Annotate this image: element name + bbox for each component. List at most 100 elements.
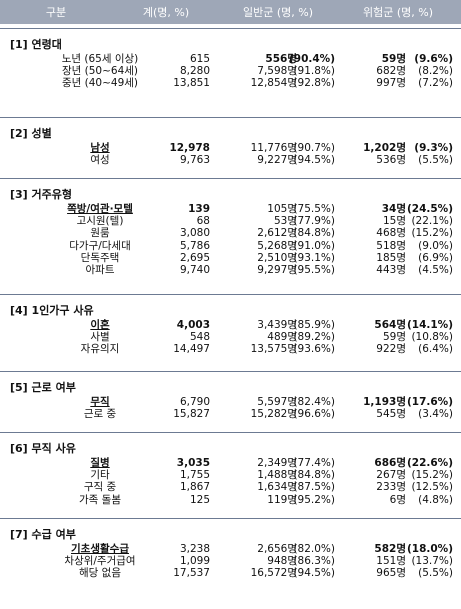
general-percent: (89.2%)	[293, 331, 335, 344]
row-label: 질병	[90, 457, 110, 469]
table-header: 구분 계(명, %) 일반군 (명, %) 위험군 (명, %)	[0, 0, 461, 24]
risk-percent: (13.7%)	[411, 555, 453, 568]
general-count: 13,575명	[250, 343, 297, 356]
risk-percent: (3.4%)	[418, 408, 453, 421]
table-row: 다가구/다세대 5,786 5,268명 (91.0%) 518명 (9.0%)	[0, 240, 461, 252]
general-percent: (77.9%)	[293, 215, 335, 228]
risk-count: 536명	[376, 154, 406, 167]
table-row: 무직 6,790 5,597명 (82.4%) 1,193명 (17.6%)	[0, 396, 461, 408]
total-count: 139	[188, 203, 210, 215]
risk-count: 1,193명	[363, 396, 406, 408]
row-label: 이혼	[90, 319, 110, 331]
total-count: 2,695	[179, 251, 210, 264]
general-percent: (82.4%)	[293, 396, 335, 408]
table-row: 단독주택 2,695 2,510명 (93.1%) 185명 (6.9%)	[0, 252, 461, 264]
table-row: 장년 (50~64세) 8,280 7,598명 (91.8%) 682명 (8.2%)	[0, 65, 461, 77]
general-count: 3,439명	[257, 319, 297, 331]
table-row: 아파트 9,740 9,297명 (95.5%) 443명 (4.5%)	[0, 264, 461, 276]
general-count: 948명	[267, 555, 297, 568]
general-count: 15,282명	[250, 408, 297, 421]
general-percent: (93.1%)	[293, 251, 335, 264]
risk-percent: (8.2%)	[418, 65, 453, 78]
total-count: 3,035	[176, 457, 210, 469]
risk-percent: (7.2%)	[418, 77, 453, 90]
row-label: 다가구/다세대	[69, 239, 131, 252]
header-risk-group: 위험군 (명, %)	[362, 6, 433, 19]
general-percent: (94.5%)	[293, 154, 335, 167]
risk-percent: (5.5%)	[418, 154, 453, 167]
general-count: 1,488명	[257, 469, 297, 482]
risk-count: 965명	[376, 567, 406, 580]
general-percent: (77.4%)	[293, 457, 335, 469]
table-row: 원룸 3,080 2,612명 (84.8%) 468명 (15.2%)	[0, 227, 461, 239]
general-percent: (85.9%)	[293, 319, 335, 331]
table-row: 노년 (65세 이상) 615 556명 (90.4%) 59명 (9.6%)	[0, 53, 461, 65]
row-label: 무직	[90, 396, 110, 408]
total-count: 14,497	[173, 343, 210, 356]
section-7	[0, 518, 461, 519]
section-title: [3] 거주유형	[10, 188, 73, 201]
risk-percent: (24.5%)	[406, 203, 453, 215]
section-1	[0, 28, 461, 29]
risk-count: 233명	[376, 481, 406, 494]
risk-percent: (9.0%)	[418, 239, 453, 252]
general-count: 5,268명	[257, 239, 297, 252]
total-count: 615	[189, 53, 210, 65]
general-count: 16,572명	[250, 567, 297, 580]
general-count: 2,349명	[257, 457, 297, 469]
row-label: 해당 없음	[79, 567, 121, 580]
total-count: 9,740	[179, 264, 210, 276]
general-count: 556명	[265, 53, 297, 65]
row-label: 중년 (40~49세)	[61, 77, 139, 90]
general-count: 105명	[267, 203, 297, 215]
risk-count: 997명	[376, 77, 406, 90]
row-label: 기타	[90, 469, 110, 482]
general-percent: (94.5%)	[293, 567, 335, 580]
risk-percent: (22.1%)	[411, 215, 453, 228]
general-percent: (92.8%)	[293, 77, 335, 90]
general-percent: (84.8%)	[293, 469, 335, 482]
row-label: 기초생활수급	[71, 543, 129, 555]
section-title: [5] 근로 여부	[10, 381, 76, 394]
general-percent: (95.5%)	[293, 264, 335, 276]
risk-percent: (6.9%)	[418, 251, 453, 264]
total-count: 125	[189, 493, 210, 506]
section-title: [7] 수급 여부	[10, 528, 76, 541]
header-category: 구분	[45, 6, 67, 19]
table-row: 자유의지 14,497 13,575명 (93.6%) 922명 (6.4%)	[0, 343, 461, 355]
section-title: [1] 연령대	[10, 38, 62, 51]
table-row: 해당 없음 17,537 16,572명 (94.5%) 965명 (5.5%)	[0, 567, 461, 579]
risk-percent: (9.6%)	[414, 53, 453, 65]
risk-count: 468명	[376, 227, 406, 240]
general-percent: (82.0%)	[293, 543, 335, 555]
total-count: 9,763	[179, 154, 210, 167]
general-count: 11,776명	[250, 142, 297, 154]
general-count: 1,634명	[257, 481, 297, 494]
section-title: [2] 성별	[10, 127, 52, 140]
total-count: 68	[196, 215, 210, 228]
row-label: 고시원(텔)	[76, 215, 124, 228]
total-count: 5,786	[179, 239, 210, 252]
general-count: 2,510명	[257, 251, 297, 264]
risk-count: 34명	[381, 203, 406, 215]
table-row: 기초생활수급 3,238 2,656명 (82.0%) 582명 (18.0%)	[0, 543, 461, 555]
risk-count: 922명	[376, 343, 406, 356]
total-count: 13,851	[173, 77, 210, 90]
general-percent: (93.6%)	[293, 343, 335, 356]
risk-count: 59명	[381, 53, 406, 65]
risk-percent: (14.1%)	[406, 319, 453, 331]
row-label: 구직 중	[83, 481, 117, 494]
risk-percent: (10.8%)	[411, 331, 453, 344]
risk-count: 582명	[374, 543, 406, 555]
general-count: 7,598명	[257, 65, 297, 78]
risk-percent: (6.4%)	[418, 343, 453, 356]
row-label: 가족 돌봄	[79, 493, 121, 506]
risk-count: 6명	[389, 493, 406, 506]
risk-percent: (4.5%)	[418, 264, 453, 276]
risk-percent: (18.0%)	[406, 543, 453, 555]
general-count: 53명	[273, 215, 297, 228]
general-percent: (91.8%)	[293, 65, 335, 78]
general-count: 5,597명	[257, 396, 297, 408]
table-row: 질병 3,035 2,349명 (77.4%) 686명 (22.6%)	[0, 457, 461, 469]
row-label: 여성	[90, 154, 110, 167]
